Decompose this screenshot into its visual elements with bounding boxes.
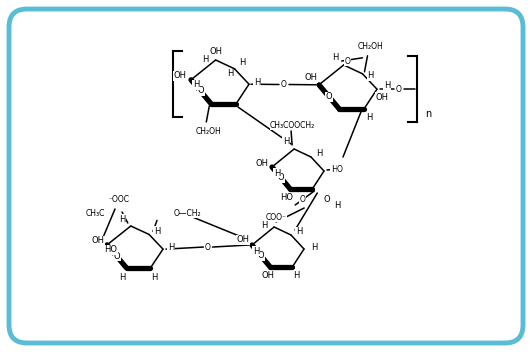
Text: H: H bbox=[311, 243, 317, 251]
Text: H: H bbox=[274, 169, 280, 177]
Text: HO: HO bbox=[280, 194, 293, 202]
Text: CH₂OH: CH₂OH bbox=[195, 127, 221, 137]
Text: H: H bbox=[296, 227, 302, 237]
Text: H: H bbox=[203, 55, 209, 63]
Text: H: H bbox=[316, 150, 322, 158]
Text: O: O bbox=[337, 164, 343, 174]
Text: HO: HO bbox=[104, 245, 118, 254]
Text: O: O bbox=[278, 174, 285, 182]
Text: H: H bbox=[367, 71, 373, 80]
Text: n: n bbox=[425, 109, 431, 119]
Text: O: O bbox=[326, 92, 332, 101]
Text: CH₃COOCH₂: CH₃COOCH₂ bbox=[270, 120, 315, 130]
Text: OH: OH bbox=[173, 71, 187, 80]
Text: H: H bbox=[334, 201, 340, 210]
Text: OH: OH bbox=[237, 235, 250, 245]
FancyBboxPatch shape bbox=[9, 9, 523, 343]
Text: H: H bbox=[154, 227, 160, 236]
Text: H: H bbox=[119, 272, 126, 282]
Text: H: H bbox=[168, 243, 174, 252]
Text: H: H bbox=[384, 81, 390, 90]
Text: O—CH₂: O—CH₂ bbox=[174, 209, 202, 218]
Text: O: O bbox=[300, 195, 305, 203]
Text: H: H bbox=[283, 138, 289, 146]
Text: H: H bbox=[120, 214, 126, 224]
Text: H: H bbox=[332, 52, 339, 62]
Text: O: O bbox=[205, 243, 211, 252]
Text: H: H bbox=[254, 78, 260, 87]
Text: H: H bbox=[151, 272, 157, 282]
Text: OH: OH bbox=[92, 237, 104, 245]
Text: CH₂OH: CH₂OH bbox=[358, 42, 384, 51]
Text: H: H bbox=[293, 271, 300, 281]
Text: H: H bbox=[227, 69, 234, 78]
Text: OH: OH bbox=[262, 271, 275, 281]
Text: O: O bbox=[113, 252, 120, 261]
Text: OH: OH bbox=[304, 73, 318, 82]
Text: O: O bbox=[324, 195, 330, 203]
Text: H: H bbox=[193, 80, 199, 89]
Text: O: O bbox=[281, 80, 287, 89]
Text: OH: OH bbox=[255, 158, 269, 168]
Text: H: H bbox=[331, 164, 337, 174]
Text: H: H bbox=[366, 113, 372, 121]
Text: O: O bbox=[345, 57, 351, 65]
Text: COO⁻: COO⁻ bbox=[265, 213, 287, 221]
Text: OH: OH bbox=[209, 46, 222, 56]
Text: O: O bbox=[198, 86, 204, 95]
Text: ⁻OOC: ⁻OOC bbox=[109, 195, 129, 203]
Text: O: O bbox=[258, 251, 264, 260]
Text: O: O bbox=[396, 85, 402, 94]
Text: OH: OH bbox=[376, 93, 388, 102]
Text: CH₃C: CH₃C bbox=[85, 209, 105, 219]
Text: H: H bbox=[239, 58, 246, 67]
Text: H: H bbox=[253, 246, 259, 256]
Text: H: H bbox=[261, 220, 267, 230]
